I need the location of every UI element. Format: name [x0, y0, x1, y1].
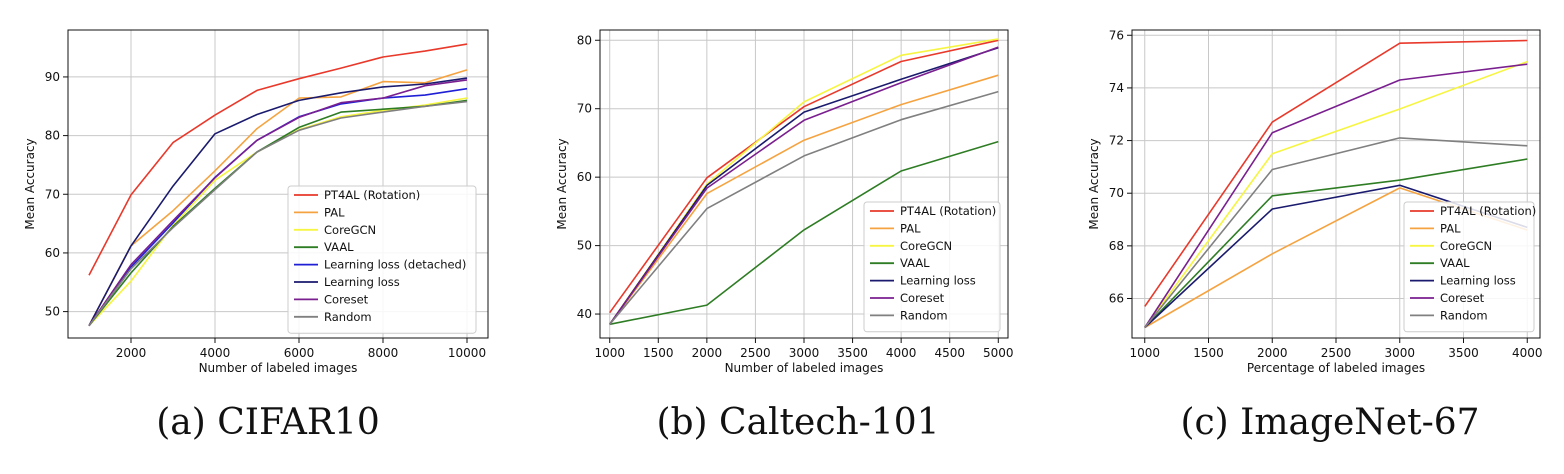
- legend-label: PT4AL (Rotation): [900, 204, 996, 218]
- caption-b: (b) Caltech-101: [656, 402, 940, 443]
- series-line-4: [88, 99, 468, 327]
- x-tick-label: 1500: [1193, 346, 1224, 360]
- series-line-4: [1144, 158, 1528, 329]
- legend-box: [863, 201, 1001, 333]
- legend-label: Random: [900, 308, 948, 322]
- y-tick-label: 70: [577, 102, 592, 116]
- series-line-2: [609, 74, 999, 325]
- chart-panel-2: 1000 1500 2000 2500 3000 3500 4000 4500 5000 40 50…: [555, 29, 1014, 375]
- legend-label: PT4AL (Rotation): [1440, 204, 1536, 218]
- x-tick-label: 5000: [983, 346, 1014, 360]
- series-line-4: [609, 140, 999, 326]
- x-tick-label: 4000: [200, 346, 231, 360]
- series-line-7: [88, 79, 468, 327]
- y-axis-label: Mean Accuracy: [23, 138, 37, 229]
- y-tick-label: 76: [1109, 28, 1124, 42]
- y-tick-label: 50: [45, 305, 60, 319]
- x-axis-label: Number of labeled images: [725, 361, 884, 375]
- x-tick-label: 3500: [1448, 346, 1479, 360]
- legend-label: VAAL: [324, 240, 354, 254]
- y-tick-label: 66: [1109, 292, 1124, 306]
- series-line-6: [1144, 63, 1528, 328]
- caption-a: (a) CIFAR10: [156, 402, 380, 443]
- x-tick-label: 1000: [594, 346, 625, 360]
- x-tick-label: 2000: [692, 346, 723, 360]
- x-tick-label: 4000: [1512, 346, 1543, 360]
- y-tick-label: 70: [45, 187, 60, 201]
- y-tick-label: 40: [577, 307, 592, 321]
- series-line-7: [1144, 137, 1528, 329]
- x-tick-label: 6000: [284, 346, 315, 360]
- x-tick-label: 3500: [837, 346, 868, 360]
- series-line-1: [88, 43, 468, 276]
- legend-label: Coreset: [1440, 291, 1485, 305]
- legend-label: CoreGCN: [324, 223, 376, 237]
- legend-label: Learning loss: [1440, 274, 1516, 288]
- x-tick-label: 3000: [1384, 346, 1415, 360]
- legend-label: Learning loss: [900, 274, 976, 288]
- legend-label: VAAL: [900, 256, 930, 270]
- series-line-3: [1144, 60, 1528, 328]
- y-tick-label: 80: [577, 33, 592, 47]
- plot-frame: [67, 29, 489, 339]
- legend-label: Learning loss (detached): [324, 258, 466, 272]
- x-tick-label: 2000: [1257, 346, 1288, 360]
- caption-c: (c) ImageNet-67: [1180, 402, 1480, 443]
- series-line-6: [88, 77, 468, 327]
- legend-box: [1403, 201, 1535, 333]
- y-tick-label: 80: [45, 129, 60, 143]
- plot-frame: [599, 29, 1009, 339]
- y-tick-label: 90: [45, 70, 60, 84]
- legend-box: [287, 185, 477, 334]
- y-axis-label: Mean Accuracy: [555, 138, 569, 229]
- series-line-8: [88, 100, 468, 327]
- y-tick-label: 60: [45, 246, 60, 260]
- x-tick-label: 4500: [934, 346, 965, 360]
- legend-label: Random: [1440, 308, 1488, 322]
- chart-panel-3: 1000 1500 2000 2500 3000 3500 4000 66 68 70 72 74 76…: [1087, 28, 1543, 375]
- y-tick-label: 50: [577, 239, 592, 253]
- series-line-1: [1144, 39, 1528, 307]
- x-tick-label: 10000: [448, 346, 486, 360]
- x-tick-label: 2500: [1321, 346, 1352, 360]
- legend-label: PAL: [900, 221, 921, 235]
- series-line-5: [609, 47, 999, 325]
- y-axis-label: Mean Accuracy: [1087, 138, 1101, 229]
- x-axis-label: Number of labeled images: [199, 361, 358, 375]
- x-tick-label: 8000: [368, 346, 399, 360]
- legend-label: CoreGCN: [900, 239, 952, 253]
- x-tick-label: 4000: [886, 346, 917, 360]
- plot-frame: [1131, 29, 1541, 339]
- x-tick-label: 3000: [789, 346, 820, 360]
- x-tick-label: 2500: [740, 346, 771, 360]
- x-tick-label: 2000: [116, 346, 147, 360]
- series-line-1: [609, 39, 999, 314]
- legend-label: VAAL: [1440, 256, 1470, 270]
- x-tick-label: 1000: [1129, 346, 1160, 360]
- y-tick-label: 70: [1109, 186, 1124, 200]
- series-line-7: [609, 90, 999, 325]
- series-line-2: [88, 69, 468, 327]
- legend-label: PT4AL (Rotation): [324, 188, 420, 202]
- x-axis-label: Percentage of labeled images: [1247, 361, 1425, 375]
- series-line-6: [609, 46, 999, 325]
- x-tick-label: 1500: [643, 346, 674, 360]
- legend-label: CoreGCN: [1440, 239, 1492, 253]
- y-tick-label: 72: [1109, 134, 1124, 148]
- legend-label: PAL: [1440, 221, 1461, 235]
- legend-label: Coreset: [900, 291, 945, 305]
- legend-label: Random: [324, 310, 372, 324]
- legend-label: Coreset: [324, 292, 369, 306]
- y-tick-label: 68: [1109, 239, 1124, 253]
- legend-label: Learning loss: [324, 275, 400, 289]
- y-tick-label: 74: [1109, 81, 1124, 95]
- chart-panel-1: 2000 4000 6000 8000 10000 50 60 70 80 90 Number of…: [23, 29, 489, 375]
- y-tick-label: 60: [577, 170, 592, 184]
- legend-label: PAL: [324, 205, 345, 219]
